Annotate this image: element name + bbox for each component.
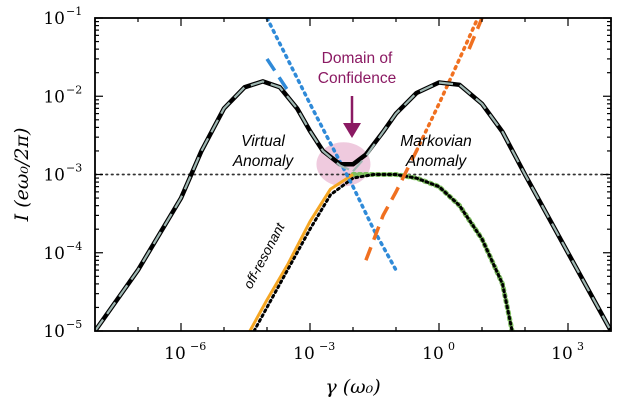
series-blue-dashed xyxy=(265,57,289,92)
y-tick-label-exponent: −4 xyxy=(66,240,82,253)
y-tick-label: 10 xyxy=(43,9,65,29)
series-orange-dashed xyxy=(364,150,419,261)
series-markovian-approx xyxy=(352,81,611,331)
annotation-virtual: Anomaly xyxy=(232,153,295,170)
y-tick-label-exponent: −2 xyxy=(66,83,82,96)
x-tick-label-exponent: −3 xyxy=(319,340,335,353)
y-tick-label: 10 xyxy=(43,87,65,107)
y-tick-label-exponent: −3 xyxy=(66,162,82,175)
x-tick-label: 10 xyxy=(293,344,315,364)
y-axis-label: I (eω₀/2π) xyxy=(11,128,33,223)
series-orange-dotted xyxy=(414,18,480,153)
axes-layer: 10 −6 10 −3 10 0 10 310 −510 −410 −310 −210 −1γ (ω₀)… xyxy=(11,5,612,398)
annotation-markovian: Anomaly xyxy=(405,153,468,170)
series-virtual-approx xyxy=(95,80,354,331)
y-tick-label-exponent: −1 xyxy=(66,5,82,18)
y-tick-label-exponent: −5 xyxy=(66,318,82,331)
x-tick-label-exponent: 3 xyxy=(577,340,584,353)
x-tick-label: 10 xyxy=(551,344,573,364)
x-axis-label: γ (ω₀) xyxy=(325,376,380,398)
series-orange-dashed-upper xyxy=(467,18,484,50)
series-green-dotted xyxy=(350,172,515,331)
y-tick-label: 10 xyxy=(43,244,65,264)
y-tick-label: 10 xyxy=(43,166,65,186)
x-tick-label-exponent: 0 xyxy=(448,340,455,353)
plot-area xyxy=(95,18,611,331)
series-off-resonant-dotted xyxy=(252,173,514,331)
domain-arrow-head xyxy=(343,123,361,138)
annotation-domain: Confidence xyxy=(318,70,396,87)
series-blue-dotted xyxy=(265,18,398,272)
series-off-resonant xyxy=(248,173,354,331)
x-tick-label: 10 xyxy=(422,344,444,364)
x-tick-label-exponent: −6 xyxy=(190,340,206,353)
annotation-domain: Domain of xyxy=(322,50,393,67)
x-tick-label: 10 xyxy=(164,344,186,364)
y-tick-label: 10 xyxy=(43,322,65,342)
annotation-markovian: Markovian xyxy=(400,133,472,150)
annotation-virtual: Virtual xyxy=(241,133,285,150)
plot-layer xyxy=(95,18,611,331)
